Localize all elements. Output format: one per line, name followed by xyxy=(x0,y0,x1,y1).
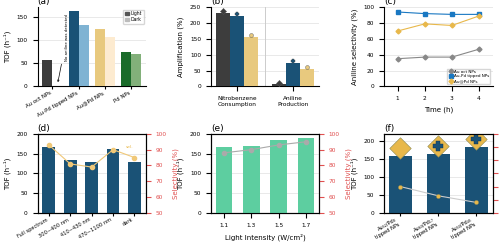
Point xyxy=(472,137,480,141)
Au oct NPs xyxy=(394,57,400,60)
Point xyxy=(289,60,297,63)
Bar xyxy=(128,162,141,213)
Y-axis label: Selectivity (%): Selectivity (%) xyxy=(172,148,178,199)
Bar xyxy=(42,147,56,213)
Au@Pd NPs xyxy=(476,15,482,17)
Bar xyxy=(244,37,258,86)
X-axis label: Time (h): Time (h) xyxy=(424,107,453,113)
Au oct NPs xyxy=(449,56,455,59)
Bar xyxy=(216,13,230,86)
Y-axis label: Selectivity (%): Selectivity (%) xyxy=(346,148,352,199)
Au oct NPs xyxy=(422,56,428,59)
Point xyxy=(472,137,480,141)
Bar xyxy=(131,54,141,86)
Legend: Au oct NPs, Au-Pd tipped NPs, Au@Pd NPs: Au oct NPs, Au-Pd tipped NPs, Au@Pd NPs xyxy=(448,68,490,84)
Text: (e): (e) xyxy=(211,124,224,133)
Line: Au@Pd NPs: Au@Pd NPs xyxy=(396,14,480,33)
Bar xyxy=(121,53,131,86)
Bar xyxy=(465,147,487,213)
Y-axis label: Amplification (%): Amplification (%) xyxy=(178,17,184,77)
Y-axis label: TOF (h⁻¹): TOF (h⁻¹) xyxy=(4,31,11,63)
Text: (f): (f) xyxy=(384,124,394,133)
Au@Pd NPs xyxy=(394,30,400,32)
Bar xyxy=(95,29,105,86)
Bar xyxy=(68,10,78,86)
Bar xyxy=(270,140,287,213)
X-axis label: Light Intensity (W/cm²): Light Intensity (W/cm²) xyxy=(224,233,306,241)
Bar xyxy=(298,138,314,213)
Point xyxy=(275,81,283,84)
Line: Au-Pd tipped NPs: Au-Pd tipped NPs xyxy=(396,10,480,16)
Bar xyxy=(42,60,52,86)
Bar xyxy=(85,162,98,213)
Bar xyxy=(106,149,120,213)
Legend: Light, Dark: Light, Dark xyxy=(123,9,144,24)
Bar xyxy=(300,69,314,86)
Au-Pd tipped NPs xyxy=(422,12,428,15)
Bar xyxy=(243,146,260,213)
Au@Pd NPs xyxy=(422,23,428,25)
Bar xyxy=(427,154,450,213)
Point xyxy=(233,12,241,16)
Text: sel.: sel. xyxy=(126,145,134,149)
Text: No aniline was detected: No aniline was detected xyxy=(58,14,69,82)
Y-axis label: Aniline selectivity (%): Aniline selectivity (%) xyxy=(352,9,358,85)
Bar xyxy=(272,84,286,86)
Au oct NPs xyxy=(476,48,482,51)
Bar xyxy=(64,159,76,213)
Y-axis label: TOF (h⁻¹): TOF (h⁻¹) xyxy=(177,157,184,189)
Point xyxy=(303,65,311,69)
Line: Au oct NPs: Au oct NPs xyxy=(396,47,480,60)
Y-axis label: TOF (h⁻¹): TOF (h⁻¹) xyxy=(350,157,358,189)
Au-Pd tipped NPs xyxy=(394,11,400,14)
Text: (d): (d) xyxy=(38,124,50,133)
Bar xyxy=(389,156,412,213)
Au-Pd tipped NPs xyxy=(476,13,482,16)
Bar xyxy=(105,37,115,86)
Bar xyxy=(286,63,300,86)
Au@Pd NPs xyxy=(449,24,455,27)
Point xyxy=(434,144,442,148)
Point xyxy=(396,146,404,150)
Text: (c): (c) xyxy=(384,0,396,7)
Text: (b): (b) xyxy=(211,0,224,7)
Au-Pd tipped NPs xyxy=(449,13,455,16)
Point xyxy=(247,33,255,37)
Bar xyxy=(216,146,232,213)
Bar xyxy=(230,16,244,86)
Y-axis label: TOF (h⁻¹): TOF (h⁻¹) xyxy=(4,157,11,189)
Bar xyxy=(78,25,88,86)
Text: (a): (a) xyxy=(38,0,50,7)
Point xyxy=(219,9,227,13)
Point xyxy=(434,144,442,148)
